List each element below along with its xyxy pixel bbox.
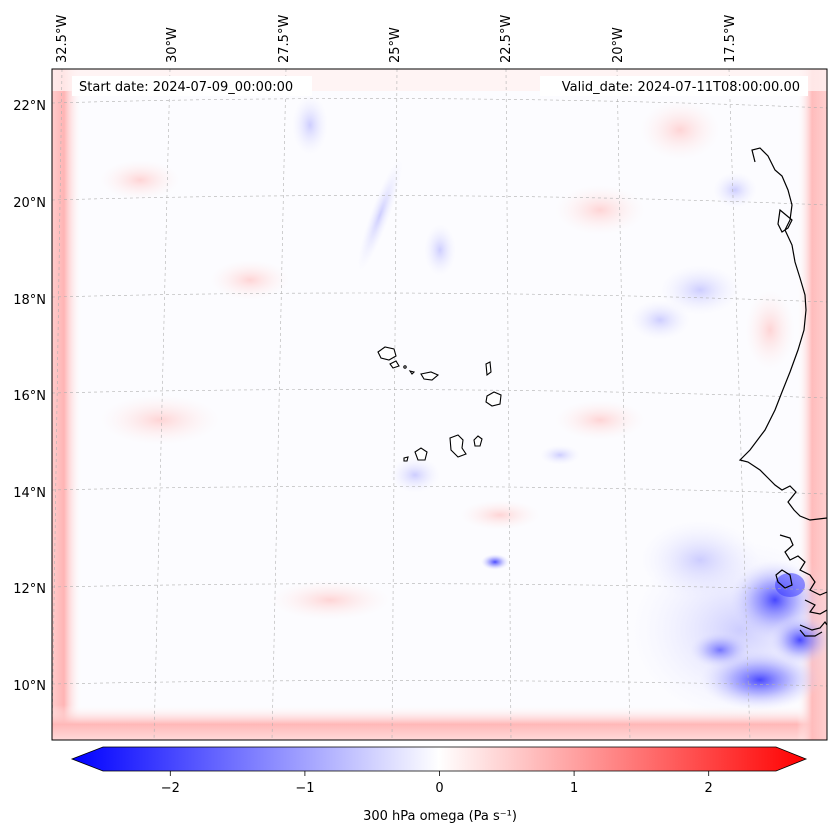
island-santo-antao <box>377 346 397 361</box>
island-sao-nicolau <box>420 371 440 381</box>
lon-label: 25°W <box>388 27 403 63</box>
lat-label: 12°N <box>13 582 46 597</box>
island-sal <box>485 361 492 377</box>
colorbar-tick-label: −2 <box>161 781 180 796</box>
left-edge-band <box>52 69 82 740</box>
lat-label: 20°N <box>13 196 46 211</box>
colorbar-tick-label: 1 <box>570 781 578 796</box>
island-brava <box>403 456 409 462</box>
colorbar-body <box>70 746 808 772</box>
lat-label: 22°N <box>13 99 46 114</box>
guinea-bissau-coast <box>779 534 827 596</box>
latitude-labels: 22°N 20°N 18°N 16°N 14°N 12°N 10°N <box>13 99 46 694</box>
lon-label: 17.5°W <box>723 15 738 63</box>
start-date-label: Start date: 2024-07-09_00:00:00 <box>79 80 293 95</box>
scattered-patches <box>100 95 795 620</box>
island-fogo <box>414 447 428 461</box>
gridlines <box>52 69 827 740</box>
coastline <box>738 147 827 637</box>
lon-label: 32.5°W <box>55 15 70 63</box>
lat-label: 18°N <box>13 293 46 308</box>
lon-label: 20°W <box>611 27 626 63</box>
colorbar-label: 300 hPa omega (Pa s⁻¹) <box>363 809 517 824</box>
start-date-box <box>72 76 312 96</box>
colorbar: −2 −1 0 1 2 300 hPa omega (Pa s⁻¹) <box>70 746 808 824</box>
strong-ascent-region <box>481 520 827 720</box>
lat-label: 10°N <box>13 679 46 694</box>
colorbar-tick-label: 0 <box>435 781 443 796</box>
lat-label: 14°N <box>13 486 46 501</box>
valid-date-box <box>540 76 808 96</box>
longitude-labels: 32.5°W 30°W 27.5°W 25°W 22.5°W 20°W 17.5… <box>55 15 738 63</box>
colorbar-tick-label: −1 <box>295 781 314 796</box>
map-panel: Start date: 2024-07-09_00:00:00 Valid_da… <box>13 15 828 741</box>
lon-label: 27.5°W <box>277 15 292 63</box>
colorbar-ticks: −2 −1 0 1 2 <box>161 771 713 796</box>
lon-label: 22.5°W <box>499 15 514 63</box>
island-boa-vista <box>485 391 502 407</box>
lat-label: 16°N <box>13 389 46 404</box>
cape-verde-islands <box>377 346 502 462</box>
island-branco <box>408 370 416 375</box>
map-frame <box>51 68 828 741</box>
colorbar-tick-label: 2 <box>705 781 713 796</box>
island-santiago <box>449 434 467 458</box>
island-santa-luzia <box>403 365 407 369</box>
island-maio <box>473 435 483 447</box>
lon-label: 30°W <box>165 27 180 63</box>
valid-date-label: Valid_date: 2024-07-11T08:00:00.00 <box>562 80 800 95</box>
west-africa-coast <box>738 147 827 521</box>
island-sao-vicente <box>389 360 400 369</box>
